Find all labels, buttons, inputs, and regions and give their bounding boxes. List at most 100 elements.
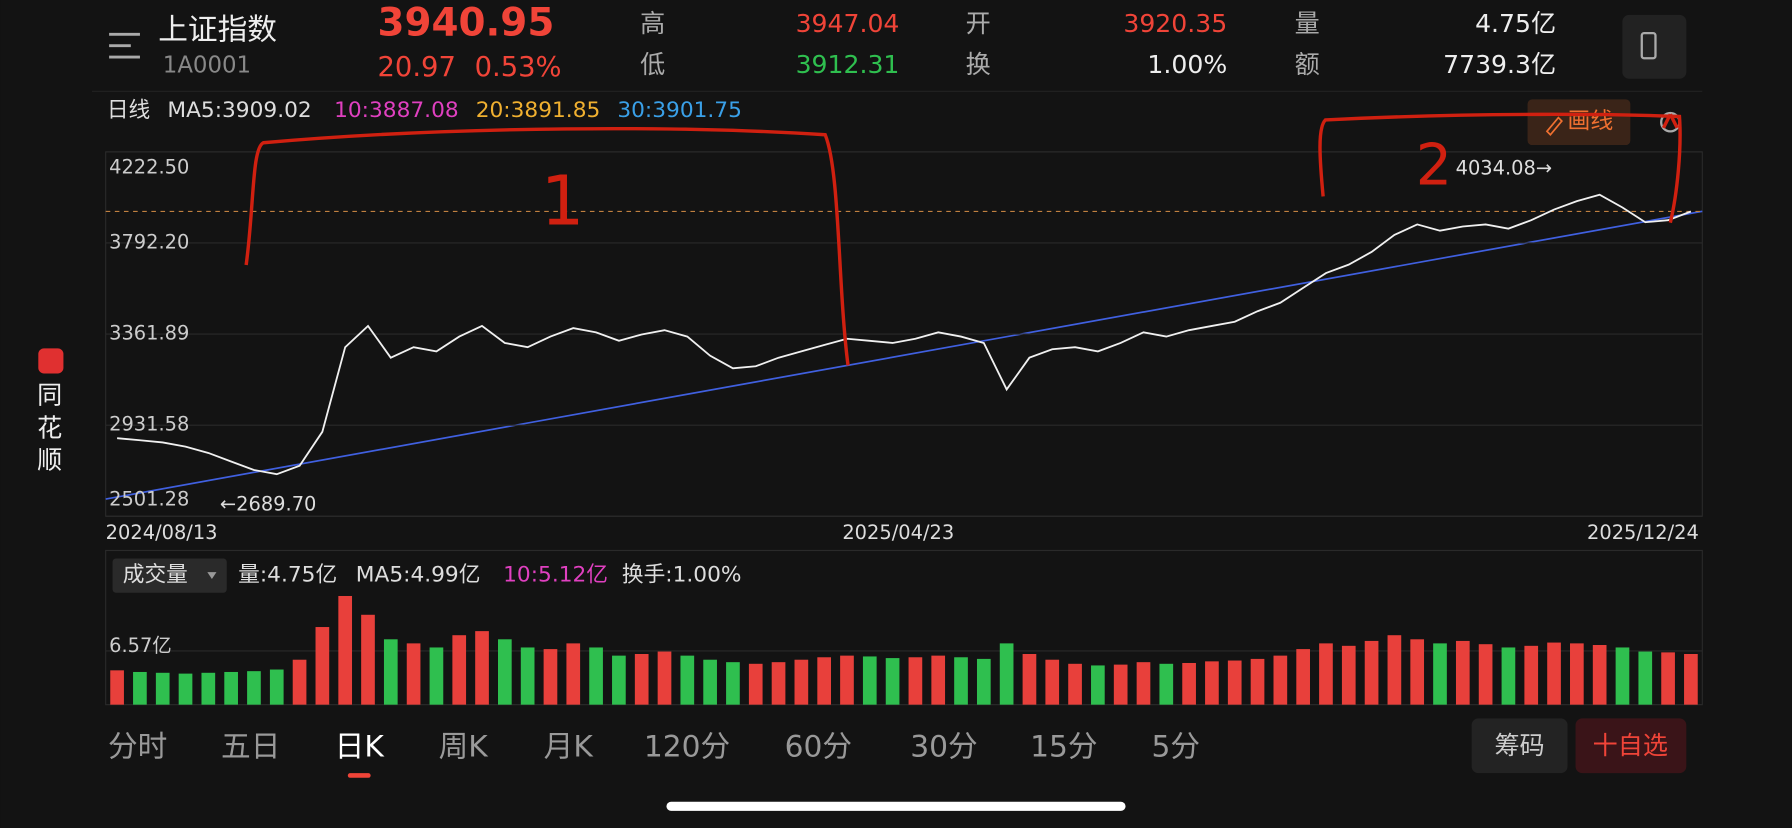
volume-bar [361, 614, 375, 705]
volume-bar [1319, 643, 1333, 705]
annotation: 4034.08→ [1456, 157, 1553, 180]
volume-bar [1068, 663, 1082, 705]
volume-selector-label[interactable]: 成交量 [123, 563, 188, 588]
volume-bar [1433, 643, 1447, 705]
volume-selector[interactable] [112, 558, 227, 593]
volume-bar [1341, 645, 1356, 705]
volume-bar [748, 663, 763, 705]
trend-line [105, 210, 1703, 500]
chip-button-label[interactable]: 筹码 [1494, 731, 1544, 760]
volume-bar [840, 655, 854, 705]
volume-bar [1615, 647, 1630, 705]
volume-bar [497, 639, 512, 705]
handwritten-mark: 1 [541, 162, 585, 242]
app-name: 花 [37, 413, 62, 442]
volume-bar [1387, 635, 1402, 705]
volume-bar [110, 670, 124, 705]
chip-button[interactable] [1471, 718, 1568, 774]
menu-icon[interactable] [109, 32, 140, 59]
stat-label: 低 [640, 50, 665, 79]
volume-bar [657, 651, 672, 705]
stat-label: 换 [966, 50, 991, 79]
volume-bar [292, 659, 307, 705]
volume-bar [1364, 640, 1379, 705]
draw-button[interactable] [1527, 99, 1631, 146]
plot: 4222.50 3792.20 3361.89 2931.58 2501.28 6.57亿 [105, 151, 1703, 705]
volume-bar [247, 671, 261, 705]
volume-bar [703, 659, 717, 705]
hand-drawing [244, 112, 1682, 366]
tab[interactable]: 周K [439, 730, 490, 765]
watchlist-button-label[interactable]: 十自选 [1593, 731, 1668, 760]
volume-bar [1136, 662, 1151, 705]
pencil-icon [1545, 116, 1563, 137]
volume-bar [1501, 647, 1516, 705]
y-tick-label: 2931.58 [109, 413, 189, 436]
x-label: 2025/04/23 [842, 521, 954, 544]
volume-bar [908, 657, 923, 705]
price-line [117, 193, 1692, 476]
volume-bar [634, 653, 649, 705]
tab[interactable]: 日K [335, 730, 386, 765]
draw-button-label[interactable]: 画线 [1568, 109, 1614, 135]
app-name: 同 [37, 380, 62, 409]
stat-label: 额 [1295, 50, 1320, 79]
volume-bar [1478, 644, 1493, 705]
tab[interactable]: 分时 [108, 730, 167, 765]
x-label: 2024/08/13 [106, 521, 218, 544]
volume-bar [1091, 665, 1105, 705]
volume-bar [383, 639, 398, 705]
tab[interactable]: 60分 [785, 730, 852, 765]
volume-bar [1273, 655, 1288, 705]
tabs: 分时 五日 日K 周K 月K 120分 60分 30分 15分 5分 [108, 730, 1200, 765]
volume-bar [817, 657, 832, 705]
app-name: 顺 [37, 445, 62, 474]
volume-bar [1684, 653, 1698, 705]
volume-bar [1182, 662, 1196, 705]
volume-bar [178, 673, 193, 705]
y-tick-label: 6.57亿 [109, 634, 172, 657]
volume-bar [1227, 660, 1242, 705]
volume-bar [976, 658, 991, 705]
tab[interactable]: 30分 [910, 730, 977, 765]
volume-frame [105, 549, 1703, 706]
y-tick-label: 3361.89 [109, 322, 189, 345]
app-logo [38, 348, 64, 374]
volume-bar [269, 669, 284, 705]
volume-bar [566, 643, 581, 705]
volume-bar [224, 671, 238, 705]
volume-bar [1638, 651, 1653, 705]
stat-value: 3947.04 [796, 9, 900, 38]
ma-legend: MA5:3909.02 [167, 98, 311, 123]
volume-bar [1592, 645, 1607, 705]
stat-value: 4.75亿 [1475, 9, 1556, 38]
annotation: ←2689.70 [220, 492, 317, 515]
volume-bar [931, 655, 946, 705]
tab-indicator [347, 773, 371, 778]
ma-legend: 30:3901.75 [617, 98, 742, 123]
watchlist-button[interactable] [1575, 718, 1687, 774]
tab[interactable]: 15分 [1030, 730, 1097, 765]
index-title: 上证指数 [158, 12, 277, 47]
tab[interactable]: 120分 [644, 730, 730, 765]
tab[interactable]: 五日 [221, 730, 280, 765]
y-tick-label: 4222.50 [109, 155, 189, 178]
volume-bar [954, 657, 968, 705]
change: 20.97 [378, 52, 456, 83]
volume-bar [452, 635, 467, 705]
volume-bar [1296, 649, 1310, 705]
stat-value: 3920.35 [1123, 9, 1227, 38]
y-tick-label: 2501.28 [109, 488, 189, 511]
icon [1640, 31, 1657, 60]
home-indicator [666, 801, 1126, 811]
volume-bar [885, 658, 900, 705]
volume-bar [1524, 645, 1539, 705]
tab[interactable]: 5分 [1152, 730, 1201, 765]
stat-label: 量 [1295, 9, 1320, 38]
volume-legend: MA5:4.99亿 [356, 563, 481, 588]
volume-bar [726, 662, 740, 705]
ma-legend: 20:3891.85 [476, 98, 601, 123]
tab[interactable]: 月K [544, 730, 595, 765]
